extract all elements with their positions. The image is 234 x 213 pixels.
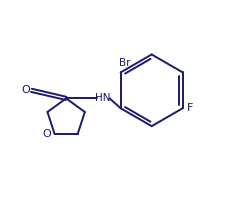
Text: O: O [21,85,30,95]
Text: F: F [187,103,193,113]
Text: O: O [42,129,51,139]
Text: Br: Br [120,58,131,68]
Text: HN: HN [95,94,111,103]
